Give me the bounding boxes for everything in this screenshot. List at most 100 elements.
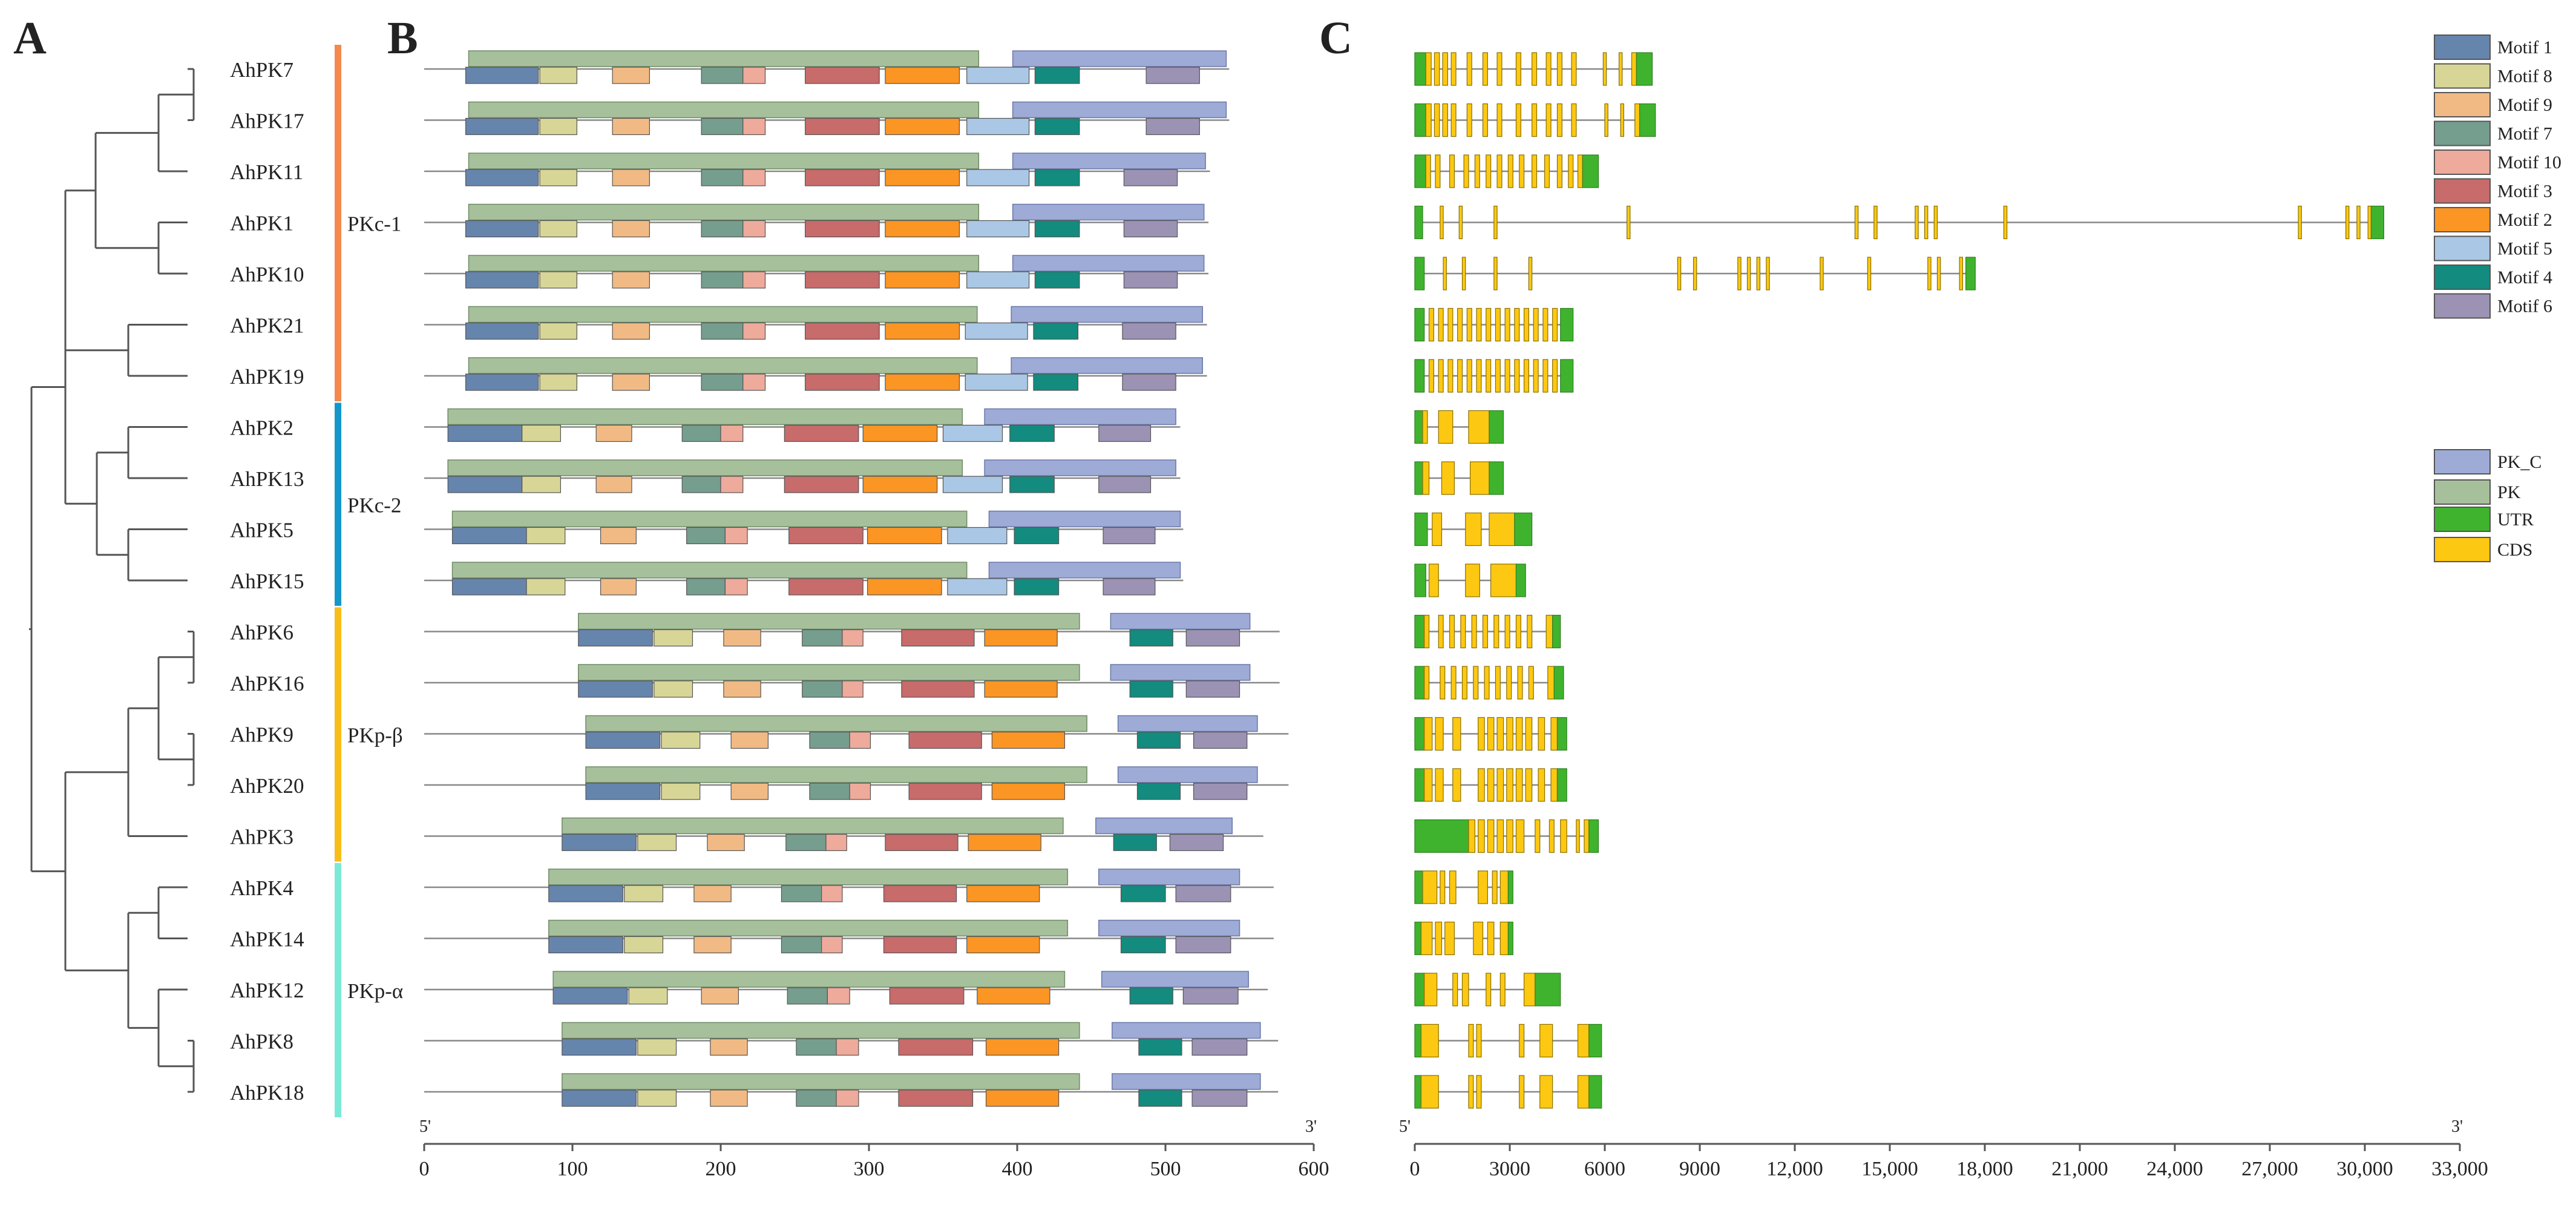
motif-4 <box>1136 783 1181 800</box>
cds-exon <box>1473 921 1484 956</box>
motif-10 <box>836 1089 859 1107</box>
motif-7 <box>701 322 744 340</box>
motif-6 <box>1191 1038 1248 1056</box>
motif-7 <box>681 476 721 493</box>
cds-exon <box>1515 768 1523 802</box>
cds-exon <box>1425 154 1431 188</box>
pkc-domain <box>1011 306 1203 323</box>
cds-exon <box>1577 1023 1590 1058</box>
cds-exon <box>1634 103 1640 137</box>
cds-exon <box>1482 614 1488 649</box>
cds-exon <box>1420 921 1433 956</box>
legend-swatch <box>2434 235 2491 261</box>
motif-6 <box>1175 885 1231 902</box>
cds-exon <box>1507 154 1513 188</box>
cds-exon <box>2003 205 2008 240</box>
motif-7 <box>796 1089 837 1107</box>
motif-10 <box>720 424 744 442</box>
group-bar <box>335 607 341 862</box>
cds-exon <box>1452 973 1458 1006</box>
gene-structure-row <box>1414 52 1653 86</box>
motif-8 <box>539 271 577 289</box>
cds-exon <box>1440 205 1444 240</box>
cds-exon <box>1506 717 1513 751</box>
motif-9 <box>612 271 651 289</box>
pkc-domain <box>984 408 1176 425</box>
utr-5 <box>1414 666 1425 700</box>
motif-7 <box>701 373 744 391</box>
motif-3 <box>901 629 975 647</box>
motif-6 <box>1123 169 1178 186</box>
motif-5 <box>966 67 1030 84</box>
motif-1 <box>578 629 653 647</box>
motif-7 <box>802 680 843 698</box>
axis-start-label: 5' <box>1399 1117 1411 1136</box>
cds-exon <box>1499 921 1509 956</box>
motif-10 <box>742 117 766 136</box>
cds-exon <box>1519 1023 1525 1058</box>
motif-8 <box>539 322 577 340</box>
motif-1 <box>451 527 527 545</box>
cds-exon <box>1493 205 1498 240</box>
legend-label: Motif 1 <box>2497 38 2552 57</box>
cds-exon <box>1924 205 1929 240</box>
legend-item: Motif 3 <box>2434 178 2552 204</box>
cds-exon <box>1468 1075 1474 1109</box>
gene-structure-row <box>1414 973 1561 1006</box>
pkc-domain <box>988 562 1181 579</box>
cds-exon <box>2345 205 2350 240</box>
axis-tick-label: 24,000 <box>2146 1158 2203 1180</box>
cds-exon <box>1490 563 1517 597</box>
cds-exon <box>1484 666 1490 700</box>
cds-exon <box>1525 768 1533 802</box>
cds-exon <box>1528 666 1534 700</box>
pk-domain <box>562 817 1064 835</box>
cds-exon <box>1545 52 1552 86</box>
motif-7 <box>701 220 744 238</box>
gene-label: AhPK3 <box>230 826 293 849</box>
motif-9 <box>693 885 732 902</box>
motif-9 <box>595 424 632 442</box>
pk-domain <box>468 203 980 221</box>
pkc-domain <box>1012 101 1227 119</box>
protein-row <box>424 255 1209 289</box>
motif-10 <box>821 936 843 954</box>
cds-exon <box>1428 307 1435 342</box>
legend-label: Motif 2 <box>2497 210 2552 230</box>
motif-2 <box>991 731 1065 749</box>
axis-tick-label: 100 <box>557 1158 588 1180</box>
motif-10 <box>724 527 748 545</box>
panel-label-c: C <box>1319 13 1352 64</box>
motif-1 <box>562 1038 637 1056</box>
protein-row <box>424 459 1181 493</box>
motif-10 <box>720 476 744 493</box>
utr-3 <box>1507 921 1513 956</box>
utr-5 <box>1414 921 1422 956</box>
motif-10 <box>842 629 864 647</box>
cds-exon <box>1463 154 1469 188</box>
cds-exon <box>1545 103 1552 137</box>
pk-domain <box>451 510 968 528</box>
cds-exon <box>1434 103 1440 137</box>
motif-4 <box>1009 424 1055 442</box>
cds-exon <box>1496 768 1504 802</box>
cds-exon <box>1584 819 1590 853</box>
group-bars: PKc-1 PKc-2 PKp-β PKp-α <box>335 45 403 1117</box>
motif-4 <box>1129 987 1173 1005</box>
motif-9 <box>600 578 637 596</box>
motif-2 <box>968 833 1041 852</box>
gene-label: AhPK5 <box>230 519 293 542</box>
cds-exon <box>1504 307 1510 342</box>
group-bar <box>335 863 341 1117</box>
gene-structure-row <box>1414 768 1567 802</box>
motif-6 <box>1185 680 1240 698</box>
cds-exon <box>1820 257 1824 291</box>
cds-exon <box>1495 359 1501 393</box>
pk-domain <box>451 562 968 579</box>
motif-5 <box>965 373 1028 391</box>
cds-exon <box>1515 103 1521 137</box>
motif-6 <box>1193 731 1248 749</box>
cds-exon <box>1466 307 1472 342</box>
legend-item: Motif 7 <box>2434 120 2552 146</box>
cds-exon <box>1514 307 1520 342</box>
